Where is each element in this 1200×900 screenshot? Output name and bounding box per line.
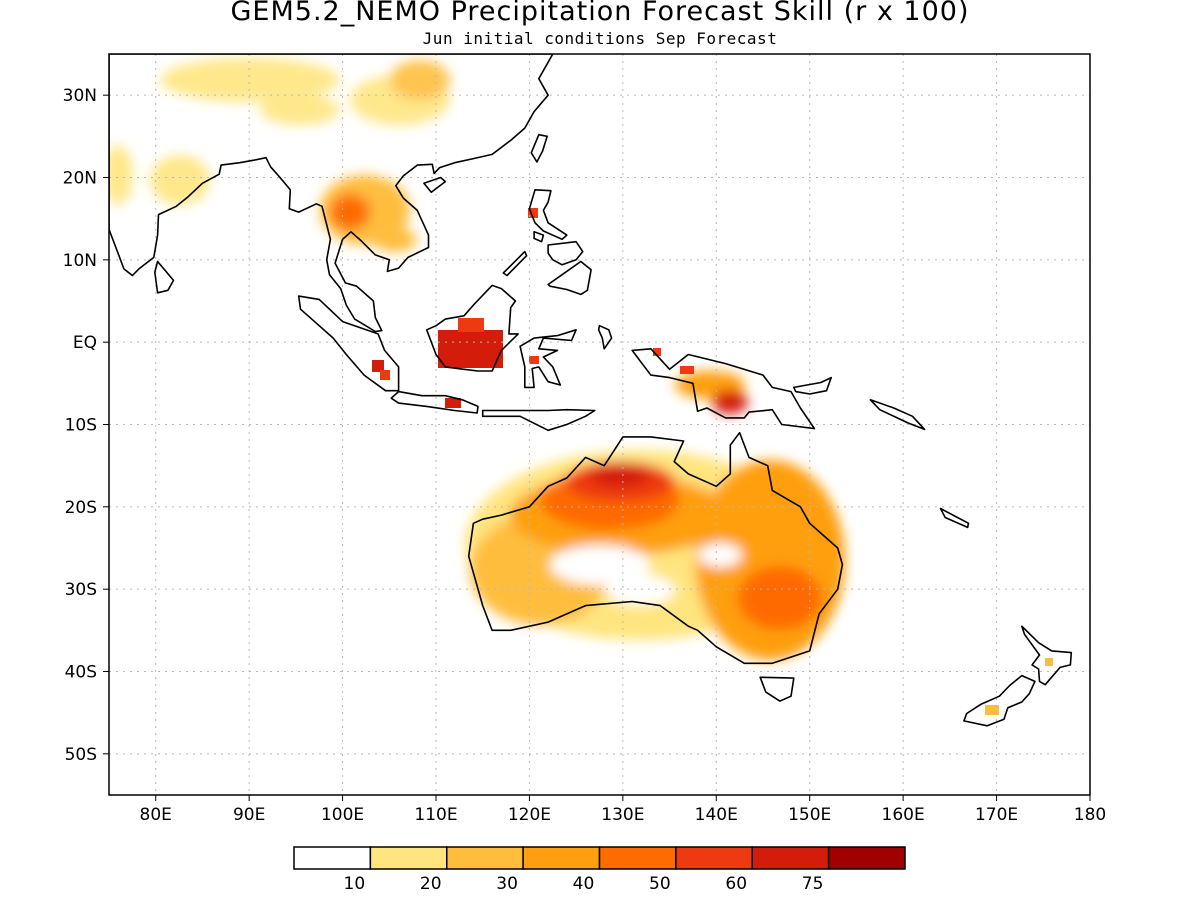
lon-tick-label: 120E <box>508 805 551 825</box>
coastline-new-britain <box>793 376 832 395</box>
colorbar-swatch <box>827 846 906 870</box>
lat-tick-label: 20N <box>63 169 97 189</box>
colorbar-label: 30 <box>496 874 518 894</box>
coastline-taiwan <box>530 133 548 163</box>
lat-tick-label: 30S <box>65 580 97 600</box>
coastline-australia <box>467 431 844 665</box>
coastline-palawan <box>502 250 528 277</box>
colorbar-swatch <box>751 846 830 870</box>
coastline-hainan <box>423 176 447 194</box>
coastline-visayas <box>547 240 584 266</box>
coastline-luzon <box>528 189 568 241</box>
lon-tick-label: 110E <box>414 805 457 825</box>
coastline-mainland-asia <box>109 54 554 333</box>
lat-tick-label: 50S <box>65 745 97 765</box>
axis-ticks: 80E 90E 100E 110E 120E 130E 140E 150E 160E 170E 18… <box>63 86 1107 825</box>
colorbar-swatch <box>675 846 753 870</box>
colorbar-label: 60 <box>725 874 747 894</box>
colorbar-swatch <box>598 846 677 870</box>
coastline-new-zealand-south <box>963 674 1036 727</box>
coastline-sumatra <box>297 295 400 392</box>
figure-title: GEM5.2_NEMO Precipitation Forecast Skill… <box>230 0 970 27</box>
coastline-new-zealand-north <box>1021 625 1073 686</box>
figure-subtitle: Jun initial conditions Sep Forecast <box>422 29 778 48</box>
coastline-solomons <box>869 399 926 431</box>
lon-tick-label: 80E <box>140 805 172 825</box>
coastline-borneo <box>425 284 519 372</box>
lon-tick-label: 140E <box>695 805 738 825</box>
lat-tick-label: 10N <box>63 251 97 271</box>
lat-tick-label: 40S <box>65 663 97 683</box>
lon-tick-label: 170E <box>975 805 1018 825</box>
skill-shading <box>109 58 1053 715</box>
colorbar-label: 10 <box>344 874 366 894</box>
colorbar-swatch <box>369 846 448 870</box>
lon-tick-label: 160E <box>882 805 925 825</box>
coastline-new-guinea <box>631 348 816 430</box>
lon-tick-label: 100E <box>321 805 364 825</box>
coastline-sulawesi <box>519 329 577 389</box>
coastline-mindanao <box>547 260 592 296</box>
lat-tick-label: EQ <box>73 333 97 353</box>
coastline-sri-lanka <box>154 260 175 294</box>
lon-tick-label: 150E <box>788 805 831 825</box>
colorbar-label: 40 <box>573 874 595 894</box>
colorbar-swatch <box>446 846 524 870</box>
coastlines <box>109 54 1073 727</box>
colorbar-label: 20 <box>420 874 442 894</box>
coastline-java <box>390 390 479 414</box>
lon-tick-label: 90E <box>233 805 265 825</box>
colorbar-swatch <box>522 846 601 870</box>
colorbar-legend: 10 20 30 40 50 60 75 <box>293 846 906 894</box>
lon-tick-label: 130E <box>601 805 644 825</box>
colorbar-swatch <box>293 846 372 870</box>
coastline-halmahera <box>597 324 613 350</box>
lat-tick-label: 30N <box>63 86 97 106</box>
coastline-mindoro-panay <box>533 231 545 243</box>
coastline-lesser-sunda <box>481 408 596 432</box>
lat-tick-label: 10S <box>65 416 97 436</box>
graticule <box>109 54 1090 795</box>
coastline-new-caledonia <box>939 507 970 529</box>
colorbar-label: 50 <box>649 874 671 894</box>
lat-tick-label: 20S <box>65 498 97 518</box>
coastline-tasmania <box>759 676 795 702</box>
lon-tick-label: 180 <box>1074 805 1106 825</box>
colorbar-label: 75 <box>802 874 824 894</box>
